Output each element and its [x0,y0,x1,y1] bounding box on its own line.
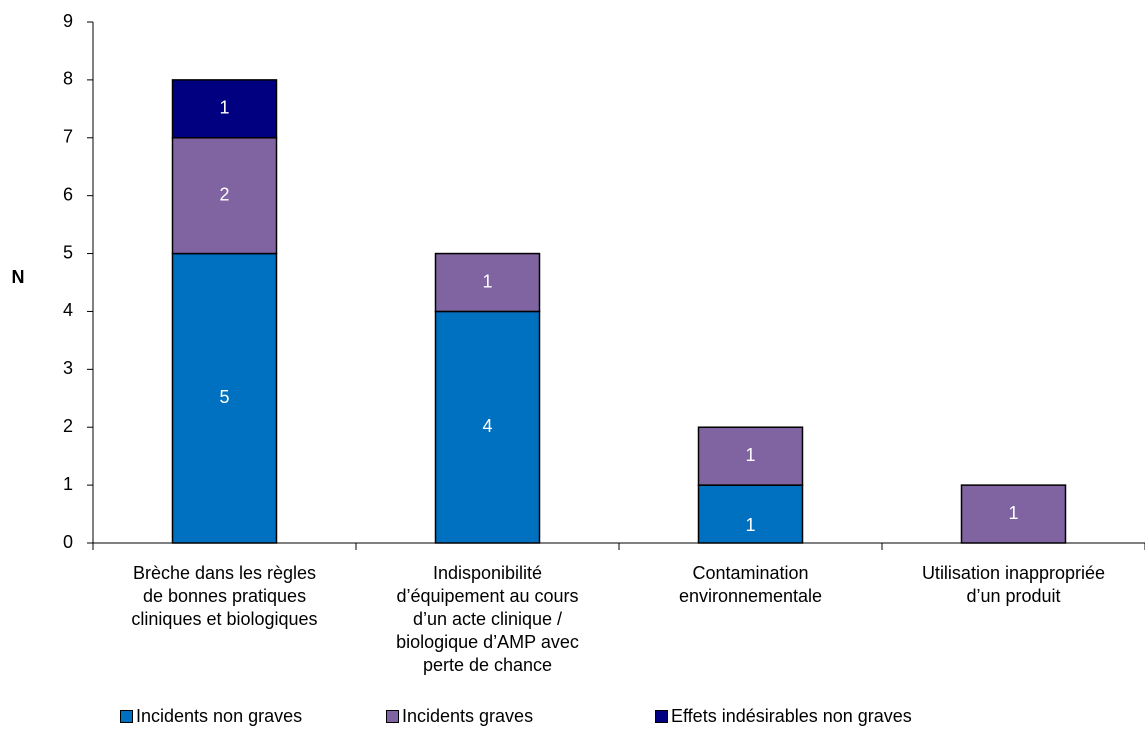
legend-swatch [386,710,399,723]
y-tick-label: 3 [63,358,73,378]
data-label: 1 [745,445,755,465]
x-tick-label: Utilisation inappropriée d’un produit [921,563,1106,606]
y-tick-label: 8 [63,69,73,89]
y-tick-label: 5 [63,242,73,262]
bar-segment [697,484,804,544]
legend-item: Effets indésirables non graves [655,706,912,727]
bar-segment [171,79,278,139]
y-tick-label: 2 [63,416,73,436]
y-tick-label: 6 [63,184,73,204]
data-label: 4 [482,416,492,436]
data-label: 1 [219,98,229,118]
y-tick-label: 4 [63,300,73,320]
legend-label: Incidents graves [402,706,534,726]
legend-label: Effets indésirables non graves [671,706,912,726]
bar-segment [434,252,541,313]
legend-swatch [120,710,133,723]
y-tick-label: 9 [63,11,73,31]
x-tick-label: Indisponibilité d’équipement au cours d’… [396,563,579,675]
data-label: 1 [482,271,492,291]
data-label: 2 [219,184,229,204]
y-tick-label: 7 [63,127,73,147]
y-tick-label: 1 [63,474,73,494]
data-label: 1 [745,515,755,535]
legend-item: Incidents non graves [120,706,302,727]
bar-segment [697,426,804,486]
y-axis-label: N [12,267,25,287]
x-tick-label: Contamination environnementale [678,563,823,606]
x-tick-label: Brèche dans les règles de bonnes pratiqu… [131,563,318,629]
data-label: 1 [1008,503,1018,523]
legend-label: Incidents non graves [136,706,303,726]
bar-segment [171,252,278,544]
bar-segment [171,137,278,255]
legend-item: Incidents graves [386,706,533,727]
bar-segment [960,484,1067,544]
y-tick-label: 0 [63,532,73,552]
legend-swatch [655,710,668,723]
data-label: 5 [219,387,229,407]
